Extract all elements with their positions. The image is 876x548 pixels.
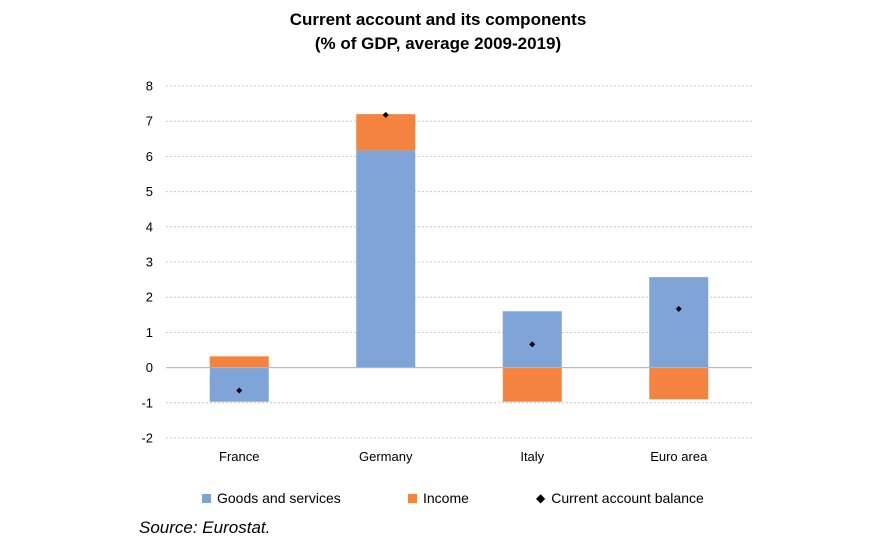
chart-subtitle: (% of GDP, average 2009-2019) (314, 34, 562, 53)
legend-label-goods: Goods and services (217, 490, 341, 506)
chart-title: Current account and its components (289, 10, 587, 29)
source-note: Source: Eurostat. (139, 518, 271, 537)
bar-income (209, 356, 269, 368)
y-tick-label: -2 (141, 431, 153, 446)
legend-label-balance: Current account balance (551, 490, 704, 506)
current-account-marker (675, 305, 682, 312)
current-account-marker (529, 341, 536, 348)
bar-goods-and-services (502, 311, 562, 368)
bar-income (649, 367, 709, 400)
y-tick-label: 3 (146, 255, 153, 270)
legend-item-balance: ◆ Current account balance (536, 490, 704, 506)
bar-goods-and-services (356, 150, 416, 368)
legend-swatch-goods (202, 493, 211, 503)
y-tick-label: 7 (146, 114, 153, 129)
legend-swatch-income (408, 493, 417, 503)
legend-label-income: Income (423, 490, 469, 506)
x-tick-label: Italy (520, 449, 544, 464)
legend-marker-balance: ◆ (536, 491, 546, 505)
x-tick-label: Germany (359, 449, 413, 464)
y-tick-label: 0 (146, 360, 153, 375)
bar-goods-and-services (649, 277, 709, 368)
legend-item-income: Income (408, 490, 469, 506)
y-tick-label: 6 (146, 149, 153, 164)
y-tick-label: 1 (146, 325, 153, 340)
bar-income (502, 367, 562, 402)
x-tick-label: Euro area (650, 449, 708, 464)
legend-item-goods: Goods and services (202, 490, 341, 506)
y-tick-label: -1 (141, 395, 153, 410)
y-tick-label: 2 (146, 290, 153, 305)
current-account-marker (382, 111, 389, 118)
x-tick-label: France (219, 449, 259, 464)
y-tick-label: 8 (146, 79, 153, 94)
bar-income (356, 114, 416, 151)
current-account-marker (236, 387, 243, 394)
bar-goods-and-services (209, 367, 269, 402)
y-tick-label: 5 (146, 184, 153, 199)
y-tick-label: 4 (146, 219, 153, 234)
